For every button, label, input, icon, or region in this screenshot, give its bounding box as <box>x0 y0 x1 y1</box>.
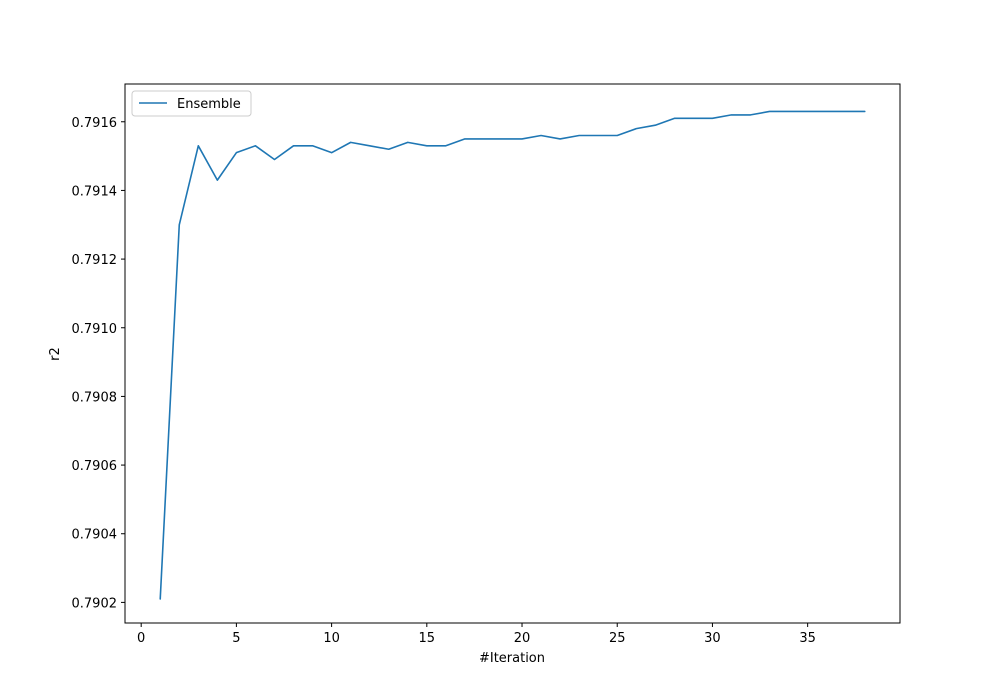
x-tick-label: 35 <box>799 631 816 646</box>
x-axis: 0 5 10 15 20 25 30 35 <box>137 623 816 646</box>
x-tick-label: 20 <box>514 631 531 646</box>
x-tick-label: 30 <box>704 631 721 646</box>
legend-label: Ensemble <box>177 97 241 112</box>
y-tick-label: 0.7906 <box>72 459 118 474</box>
x-axis-label: #Iteration <box>479 651 545 666</box>
y-tick-label: 0.7902 <box>72 596 118 611</box>
legend: Ensemble <box>131 90 252 117</box>
y-axis: 0.7902 0.7904 0.7906 0.7908 0.7910 0.7912 0.79… <box>72 116 125 611</box>
y-tick-label: 0.7910 <box>72 322 118 337</box>
series-line-ensemble <box>159 110 866 600</box>
y-tick-label: 0.7904 <box>72 528 118 543</box>
legend-box <box>131 90 252 117</box>
y-tick-label: 0.7908 <box>72 390 118 405</box>
y-tick-label: 0.7916 <box>72 116 118 131</box>
x-tick-label: 25 <box>609 631 626 646</box>
y-tick-label: 0.7914 <box>72 184 118 199</box>
y-tick-label: 0.7912 <box>72 253 118 268</box>
x-tick-label: 10 <box>323 631 340 646</box>
x-tick-label: 15 <box>419 631 436 646</box>
x-tick-label: 5 <box>232 631 240 646</box>
x-tick-label: 0 <box>137 631 145 646</box>
plot-frame <box>124 83 901 624</box>
y-axis-label: r2 <box>48 347 63 361</box>
